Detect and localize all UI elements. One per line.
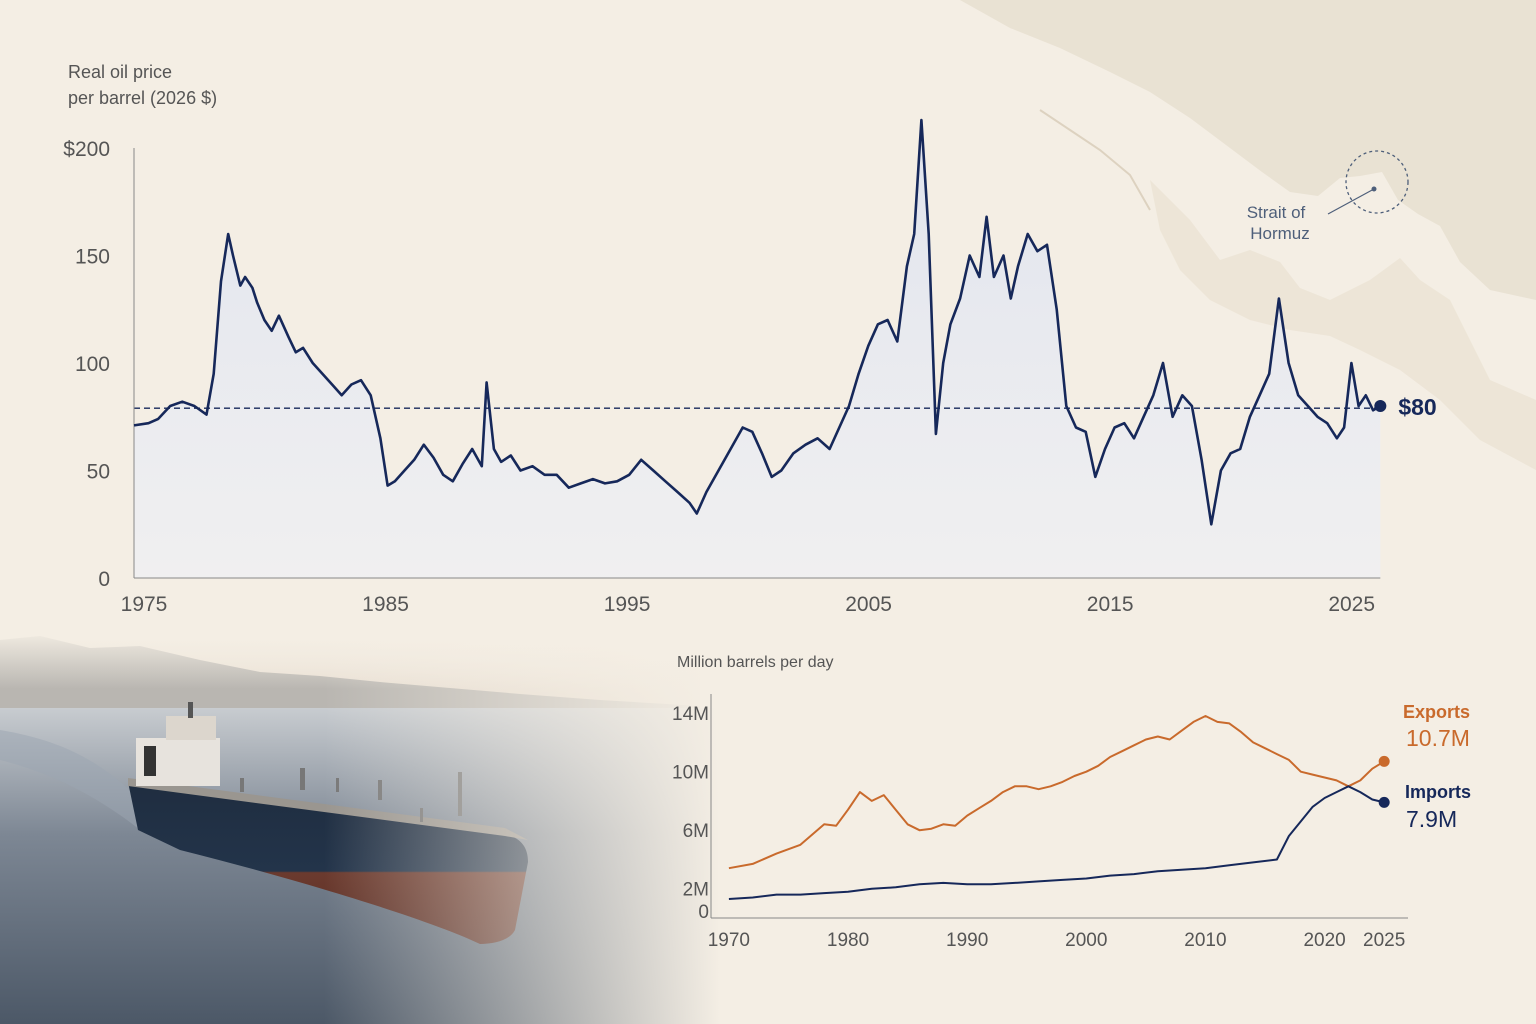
flow-x-tick: 2010 bbox=[1184, 930, 1226, 951]
price-x-tick: 2015 bbox=[1087, 593, 1134, 616]
gulf-map: Strait of Hormuz bbox=[960, 0, 1536, 470]
map-coast-detail bbox=[1039, 109, 1151, 211]
oil-price-chart: Real oil price per barrel (2026 $) $200 1… bbox=[63, 62, 1436, 616]
tanker-photo bbox=[0, 630, 720, 1024]
price-x-tick: 2025 bbox=[1328, 593, 1375, 616]
hormuz-label-line1: Strait of bbox=[1247, 203, 1306, 222]
price-y-tick: 100 bbox=[75, 353, 110, 376]
map-peninsula bbox=[1150, 180, 1536, 470]
imports-end-value: 7.9M bbox=[1406, 806, 1457, 832]
exports-end-value: 10.7M bbox=[1406, 725, 1470, 751]
price-chart-ylabel-line1: Real oil price bbox=[68, 62, 172, 82]
price-y-tick-labels: $200 150 100 50 0 bbox=[63, 138, 110, 591]
price-series-line bbox=[133, 118, 1381, 526]
flow-x-tick: 1990 bbox=[946, 930, 988, 951]
imports-end-marker bbox=[1378, 796, 1390, 808]
flow-y-tick: 6M bbox=[683, 821, 709, 842]
price-x-tick: 1995 bbox=[604, 593, 651, 616]
price-end-label: $80 bbox=[1398, 394, 1436, 420]
flow-y-tick-labels: 14M 10M 6M 2M0 bbox=[672, 704, 709, 923]
flow-x-tick: 2000 bbox=[1065, 930, 1107, 951]
exports-end-marker bbox=[1378, 755, 1390, 767]
imports-legend-name: Imports bbox=[1405, 782, 1471, 802]
price-x-tick: 1975 bbox=[121, 593, 168, 616]
price-x-tick: 1985 bbox=[362, 593, 409, 616]
exports-imports-chart: Million barrels per day 14M 10M 6M 2M0 1970… bbox=[672, 654, 1471, 951]
map-land-mass bbox=[960, 0, 1536, 300]
flow-x-tick: 1970 bbox=[708, 930, 750, 951]
imports-series-line bbox=[728, 785, 1385, 900]
price-y-tick: 50 bbox=[87, 461, 110, 484]
price-y-tick: 150 bbox=[75, 246, 110, 269]
flow-y-tick: 2M bbox=[683, 880, 709, 901]
exports-series-line bbox=[728, 715, 1385, 870]
flow-x-tick: 1980 bbox=[827, 930, 869, 951]
flow-x-tick: 2025 bbox=[1363, 930, 1405, 951]
price-area-fill bbox=[134, 120, 1381, 578]
flow-x-tick: 2020 bbox=[1303, 930, 1345, 951]
flow-y-tick: 10M bbox=[672, 763, 709, 784]
price-x-tick: 2005 bbox=[845, 593, 892, 616]
price-y-tick: $200 bbox=[63, 138, 110, 161]
hormuz-label-line2: Hormuz bbox=[1250, 224, 1310, 243]
price-y-tick: 0 bbox=[98, 568, 110, 591]
hormuz-pointer-line bbox=[1327, 188, 1375, 215]
price-chart-ylabel-line2: per barrel (2026 $) bbox=[68, 88, 217, 108]
hormuz-marker-ring bbox=[1345, 150, 1409, 214]
flow-y-tick: 0 bbox=[698, 902, 709, 923]
flow-chart-ylabel: Million barrels per day bbox=[677, 654, 834, 671]
flow-y-tick: 14M bbox=[672, 704, 709, 725]
exports-legend-name: Exports bbox=[1403, 702, 1470, 722]
flow-x-tick-labels: 1970 1980 1990 2000 2010 2020 2025 bbox=[708, 930, 1406, 951]
price-end-marker bbox=[1374, 400, 1387, 412]
photo-fade-top bbox=[0, 630, 720, 1024]
price-x-tick-labels: 1975 1985 1995 2005 2015 2025 bbox=[121, 593, 1375, 616]
